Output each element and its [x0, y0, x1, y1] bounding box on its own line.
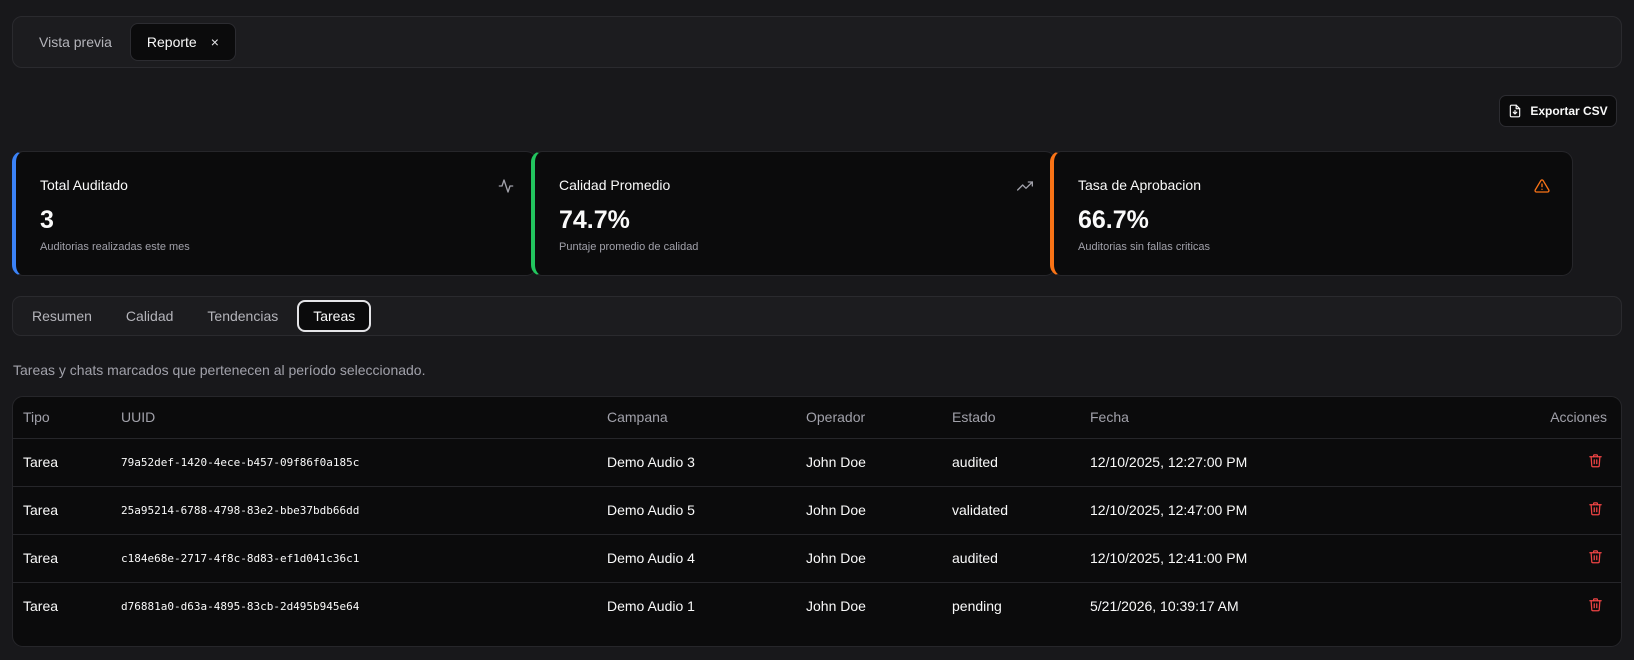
table-row[interactable]: Tarea d76881a0-d63a-4895-83cb-2d495b945e… [13, 582, 1621, 630]
cell-operador: John Doe [796, 534, 942, 583]
cell-uuid: 25a95214-6788-4798-83e2-bbe37bdb66dd [111, 486, 597, 535]
cell-uuid: 79a52def-1420-4ece-b457-09f86f0a185c [111, 438, 597, 487]
tab-resumen[interactable]: Resumen [17, 300, 107, 332]
cell-uuid: d76881a0-d63a-4895-83cb-2d495b945e64 [121, 599, 360, 613]
column-header-tipo: Tipo [13, 397, 111, 439]
column-header-uuid: UUID [111, 397, 597, 439]
tab-label: Calidad [125, 308, 174, 324]
cell-estado: pending [952, 598, 1002, 615]
cell-campana: Demo Audio 3 [597, 438, 796, 487]
report-tabs: Resumen Calidad Tendencias Tareas [12, 296, 1622, 336]
column-header-acciones: Acciones [1350, 397, 1621, 439]
card-title: Calidad Promedio [559, 177, 671, 193]
cell-fecha: 5/21/2026, 10:39:17 AM [1090, 598, 1239, 615]
stat-card-tasa-aprobacion: Tasa de Aprobacion 66.7% Auditorias sin … [1050, 151, 1573, 276]
cell-fecha: 12/10/2025, 12:27:00 PM [1080, 438, 1350, 487]
cell-acciones [1350, 534, 1621, 583]
delete-button[interactable] [1588, 453, 1603, 471]
cell-fecha: 12/10/2025, 12:41:00 PM [1080, 534, 1350, 583]
delete-button[interactable] [1588, 597, 1603, 615]
cell-operador: John Doe [796, 486, 942, 535]
card-subtitle: Auditorias sin fallas criticas [1078, 241, 1211, 253]
cell-operador: John Doe [796, 438, 942, 487]
column-header-estado: Estado [942, 397, 1080, 439]
table-row[interactable]: Tarea 79a52def-1420-4ece-b457-09f86f0a18… [13, 438, 1621, 487]
table-header: Tipo UUID Campana Operador Estado Fecha … [13, 397, 1621, 439]
file-download-icon [1510, 104, 1521, 118]
table-row[interactable]: Tarea c184e68e-2717-4f8c-8d83-ef1d041c36… [13, 534, 1621, 583]
delete-button[interactable] [1588, 549, 1603, 567]
table-row[interactable]: Tarea 25a95214-6788-4798-83e2-bbe37bdb66… [13, 486, 1621, 535]
tab-label: Reporte [146, 34, 197, 50]
trash-icon [1589, 454, 1602, 468]
cell-campana: Demo Audio 4 [597, 534, 796, 583]
tasks-table: Tipo UUID Campana Operador Estado Fecha … [12, 396, 1622, 647]
cell-estado: audited [942, 438, 1080, 487]
card-value: 66.7% [1078, 206, 1149, 234]
tab-reporte[interactable]: Reporte × [129, 23, 236, 61]
trash-icon [1589, 550, 1602, 564]
tab-label: Tareas [313, 308, 356, 324]
cell-acciones [1350, 438, 1621, 487]
cell-tipo: Tarea [13, 438, 111, 487]
tab-calidad[interactable]: Calidad [111, 300, 188, 332]
cell-tipo: Tarea [13, 486, 111, 535]
trending-up-icon [1017, 181, 1033, 191]
tab-tareas[interactable]: Tareas [297, 300, 372, 332]
trash-icon [1589, 598, 1602, 612]
cell-acciones [1350, 486, 1621, 535]
document-tabbar: Vista previa Reporte × [12, 16, 1622, 68]
tab-label: Tendencias [207, 308, 279, 324]
cell-operador: John Doe [806, 598, 866, 615]
trash-icon [1589, 502, 1602, 516]
close-icon[interactable]: × [210, 34, 219, 50]
card-subtitle: Auditorias realizadas este mes [40, 241, 190, 253]
card-subtitle: Puntaje promedio de calidad [559, 241, 699, 253]
tab-tendencias[interactable]: Tendencias [192, 300, 293, 332]
delete-button[interactable] [1588, 501, 1603, 519]
activity-icon [498, 179, 514, 193]
stat-card-total-auditado: Total Auditado 3 Auditorias realizadas e… [12, 151, 537, 276]
cell-estado: audited [942, 534, 1080, 583]
cell-acciones [1350, 582, 1621, 630]
card-title: Total Auditado [40, 177, 128, 193]
cell-estado: validated [942, 486, 1080, 535]
cell-campana: Demo Audio 1 [607, 598, 695, 615]
export-label: Exportar CSV [1530, 104, 1608, 118]
column-header-campana: Campana [597, 397, 796, 439]
warning-triangle-icon [1534, 179, 1550, 193]
tab-vista-previa[interactable]: Vista previa [27, 23, 124, 61]
cell-uuid: c184e68e-2717-4f8c-8d83-ef1d041c36c1 [111, 534, 597, 583]
tab-label: Vista previa [39, 34, 112, 50]
cell-fecha: 12/10/2025, 12:47:00 PM [1080, 486, 1350, 535]
stat-card-calidad-promedio: Calidad Promedio 74.7% Puntaje promedio … [531, 151, 1056, 276]
export-csv-button[interactable]: Exportar CSV [1499, 95, 1617, 127]
card-title: Tasa de Aprobacion [1078, 177, 1201, 193]
cell-tipo: Tarea [23, 598, 59, 615]
cell-campana: Demo Audio 5 [597, 486, 796, 535]
column-header-operador: Operador [796, 397, 942, 439]
tab-label: Resumen [32, 308, 92, 324]
column-header-fecha: Fecha [1080, 397, 1350, 439]
card-value: 74.7% [559, 206, 630, 234]
card-value: 3 [40, 206, 54, 234]
section-description: Tareas y chats marcados que pertenecen a… [13, 362, 426, 378]
cell-tipo: Tarea [13, 534, 111, 583]
